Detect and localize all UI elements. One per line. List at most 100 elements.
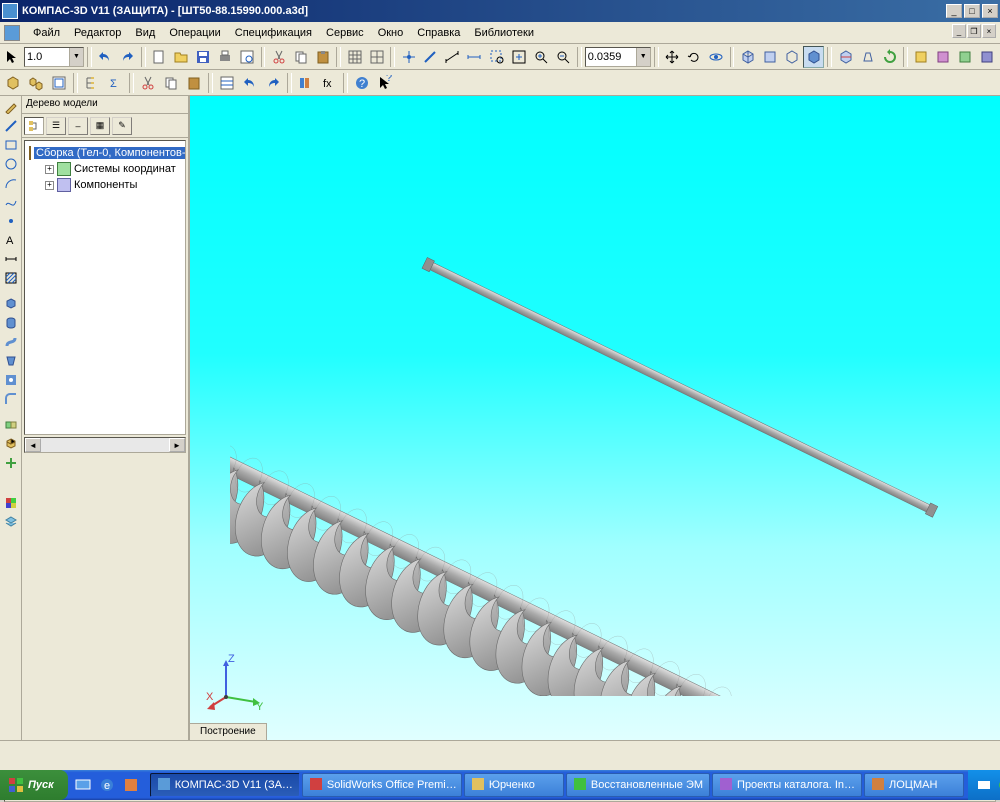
tree-tab-3[interactable]: – bbox=[68, 117, 88, 135]
tree-tab-4[interactable]: ▦ bbox=[90, 117, 110, 135]
vb-arc-icon[interactable] bbox=[2, 174, 20, 192]
undo2-icon[interactable] bbox=[239, 72, 261, 94]
zoom-input[interactable] bbox=[586, 51, 636, 63]
drawing-icon[interactable] bbox=[48, 72, 70, 94]
task-button[interactable]: КОМПАС-3D V11 (ЗА… bbox=[150, 773, 300, 797]
mdi-restore[interactable]: ❐ bbox=[967, 24, 981, 38]
tree-tab-2[interactable]: ☰ bbox=[46, 117, 66, 135]
tree-tab-5[interactable]: ✎ bbox=[112, 117, 132, 135]
vb-sketch-icon[interactable] bbox=[2, 98, 20, 116]
mdi-close[interactable]: × bbox=[982, 24, 996, 38]
vb-colors-icon[interactable] bbox=[2, 494, 20, 512]
copy-icon[interactable] bbox=[290, 46, 311, 68]
vb-circle-icon[interactable] bbox=[2, 155, 20, 173]
menu-window[interactable]: Окно bbox=[371, 25, 411, 41]
ql-desktop-icon[interactable] bbox=[72, 774, 94, 796]
vb-dim-icon[interactable] bbox=[2, 250, 20, 268]
task-button[interactable]: Восстановленные ЭМ bbox=[566, 773, 710, 797]
vb-loft-icon[interactable] bbox=[2, 352, 20, 370]
vb-hatch-icon[interactable] bbox=[2, 269, 20, 287]
tree-tab-structure[interactable] bbox=[24, 117, 44, 135]
menu-file[interactable]: Файл bbox=[26, 25, 67, 41]
view-shaded-icon[interactable] bbox=[803, 46, 824, 68]
vb-sweep-icon[interactable] bbox=[2, 333, 20, 351]
vb-move-icon[interactable] bbox=[2, 454, 20, 472]
cut2-icon[interactable] bbox=[137, 72, 159, 94]
lib-icon[interactable] bbox=[295, 72, 317, 94]
task-button[interactable]: Юрченко bbox=[464, 773, 564, 797]
pan-icon[interactable] bbox=[662, 46, 683, 68]
vb-layers-icon[interactable] bbox=[2, 513, 20, 531]
cursor-icon[interactable] bbox=[2, 46, 23, 68]
close-button[interactable]: × bbox=[982, 4, 998, 18]
menu-operations[interactable]: Операции bbox=[162, 25, 227, 41]
expand-icon[interactable]: + bbox=[45, 181, 54, 190]
tree-components[interactable]: + Компоненты bbox=[45, 177, 181, 193]
viewport[interactable]: Z Y X Построение bbox=[190, 96, 1000, 740]
copy2-icon[interactable] bbox=[160, 72, 182, 94]
orbit-icon[interactable] bbox=[706, 46, 727, 68]
whatsthis-icon[interactable]: ? bbox=[374, 72, 396, 94]
vb-line-icon[interactable] bbox=[2, 117, 20, 135]
menu-editor[interactable]: Редактор bbox=[67, 25, 128, 41]
chevron-down-icon[interactable]: ▼ bbox=[69, 48, 83, 66]
props-icon[interactable] bbox=[216, 72, 238, 94]
menu-view[interactable]: Вид bbox=[128, 25, 162, 41]
redo2-icon[interactable] bbox=[262, 72, 284, 94]
snap-point-icon[interactable] bbox=[398, 46, 419, 68]
vb-mate-icon[interactable] bbox=[2, 416, 20, 434]
cut-icon[interactable] bbox=[268, 46, 289, 68]
vb-text-icon[interactable]: A bbox=[2, 231, 20, 249]
zoom-fit-icon[interactable] bbox=[509, 46, 530, 68]
rotate-icon[interactable] bbox=[684, 46, 705, 68]
dim-icon[interactable] bbox=[464, 46, 485, 68]
scroll-right-icon[interactable]: ► bbox=[169, 438, 185, 452]
tree-coords[interactable]: + Системы координат bbox=[45, 161, 181, 177]
ql-ie-icon[interactable]: e bbox=[96, 774, 118, 796]
grid2-icon[interactable] bbox=[366, 46, 387, 68]
vb-revolve-icon[interactable] bbox=[2, 314, 20, 332]
vb-spline-icon[interactable] bbox=[2, 193, 20, 211]
task-button[interactable]: Проекты каталога. In… bbox=[712, 773, 862, 797]
preview-icon[interactable] bbox=[237, 46, 258, 68]
assembly-icon[interactable] bbox=[25, 72, 47, 94]
view-front-icon[interactable] bbox=[759, 46, 780, 68]
viewport-tab[interactable]: Построение bbox=[190, 723, 267, 740]
tree-body[interactable]: Сборка (Тел-0, Компонентов-2) + Системы … bbox=[24, 140, 186, 435]
vb-point-icon[interactable] bbox=[2, 212, 20, 230]
menu-service[interactable]: Сервис bbox=[319, 25, 371, 41]
part-icon[interactable] bbox=[2, 72, 24, 94]
chevron-down-icon[interactable]: ▼ bbox=[636, 48, 650, 66]
snap-line-icon[interactable] bbox=[420, 46, 441, 68]
minimize-button[interactable]: _ bbox=[946, 4, 962, 18]
measure-icon[interactable] bbox=[442, 46, 463, 68]
tree-hscroll[interactable]: ◄ ► bbox=[24, 437, 186, 453]
fx-icon[interactable]: fx bbox=[318, 72, 340, 94]
vb-extrude-icon[interactable] bbox=[2, 295, 20, 313]
tree-root[interactable]: Сборка (Тел-0, Компонентов-2) bbox=[29, 145, 181, 161]
open-icon[interactable] bbox=[171, 46, 192, 68]
tb-misc1-icon[interactable] bbox=[911, 46, 932, 68]
redo-icon[interactable] bbox=[117, 46, 138, 68]
menu-spec[interactable]: Спецификация bbox=[228, 25, 319, 41]
task-button[interactable]: SolidWorks Office Premi… bbox=[302, 773, 462, 797]
scale-combo[interactable]: ▼ bbox=[24, 47, 84, 67]
vb-hole-icon[interactable] bbox=[2, 371, 20, 389]
scroll-left-icon[interactable]: ◄ bbox=[25, 438, 41, 452]
paste2-icon[interactable] bbox=[183, 72, 205, 94]
tb-misc4-icon[interactable] bbox=[977, 46, 998, 68]
system-tray[interactable]: RU 15:39 bbox=[968, 770, 1000, 800]
menu-libs[interactable]: Библиотеки bbox=[467, 25, 541, 41]
perspective-icon[interactable] bbox=[857, 46, 878, 68]
maximize-button[interactable]: □ bbox=[964, 4, 980, 18]
zoom-combo[interactable]: ▼ bbox=[585, 47, 651, 67]
vb-insert-icon[interactable] bbox=[2, 435, 20, 453]
new-icon[interactable] bbox=[149, 46, 170, 68]
scale-input[interactable] bbox=[25, 51, 69, 63]
section-icon[interactable] bbox=[835, 46, 856, 68]
tray-icon[interactable] bbox=[996, 777, 1000, 793]
grid-icon[interactable] bbox=[344, 46, 365, 68]
tray-icon[interactable] bbox=[976, 777, 992, 793]
expand-icon[interactable]: + bbox=[45, 165, 54, 174]
tb-misc3-icon[interactable] bbox=[955, 46, 976, 68]
